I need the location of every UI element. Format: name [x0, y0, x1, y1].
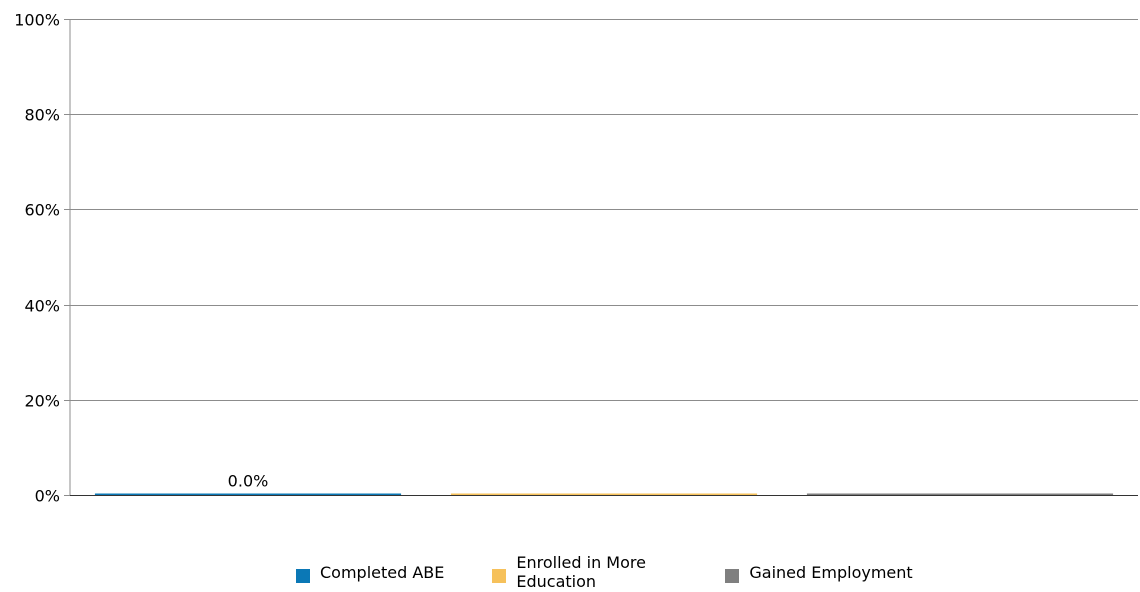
- legend: Completed ABE Enrolled in More Education…: [296, 553, 961, 591]
- gridlines: [70, 19, 1138, 496]
- legend-label-enrolled-in-more-education: Enrolled in More Education: [516, 553, 646, 591]
- legend-swatch-completed-abe: [296, 569, 310, 583]
- data-labels: 0.0%: [228, 472, 269, 491]
- y-tick-label: 80%: [24, 106, 60, 125]
- y-tick-label: 20%: [24, 392, 60, 411]
- y-tick-label: 100%: [14, 11, 60, 30]
- legend-swatch-gained-employment: [725, 569, 740, 583]
- bar-completed-abe: [94, 493, 402, 495]
- bars: [94, 493, 1114, 495]
- legend-label-gained-employment: Gained Employment: [749, 563, 913, 582]
- bar-chart: 0% 20% 40% 60% 80% 100% 0.0%: [14, 11, 1138, 506]
- bar-enrolled-in-more-education: [450, 493, 758, 495]
- legend-label-completed-abe: Completed ABE: [320, 563, 445, 582]
- y-tick-label: 60%: [24, 201, 60, 220]
- data-label-completed-abe: 0.0%: [228, 472, 269, 491]
- y-tick-label: 0%: [35, 487, 60, 506]
- legend-swatch-enrolled-in-more-education: [492, 569, 507, 583]
- legend-item-enrolled-in-more-education: Enrolled in More Education: [492, 553, 691, 591]
- y-tick-label: 40%: [24, 297, 60, 316]
- y-axis: 0% 20% 40% 60% 80% 100%: [14, 11, 71, 506]
- legend-item-completed-abe: Completed ABE: [296, 553, 444, 583]
- legend-item-gained-employment: Gained Employment: [725, 553, 913, 583]
- bar-gained-employment: [806, 493, 1114, 495]
